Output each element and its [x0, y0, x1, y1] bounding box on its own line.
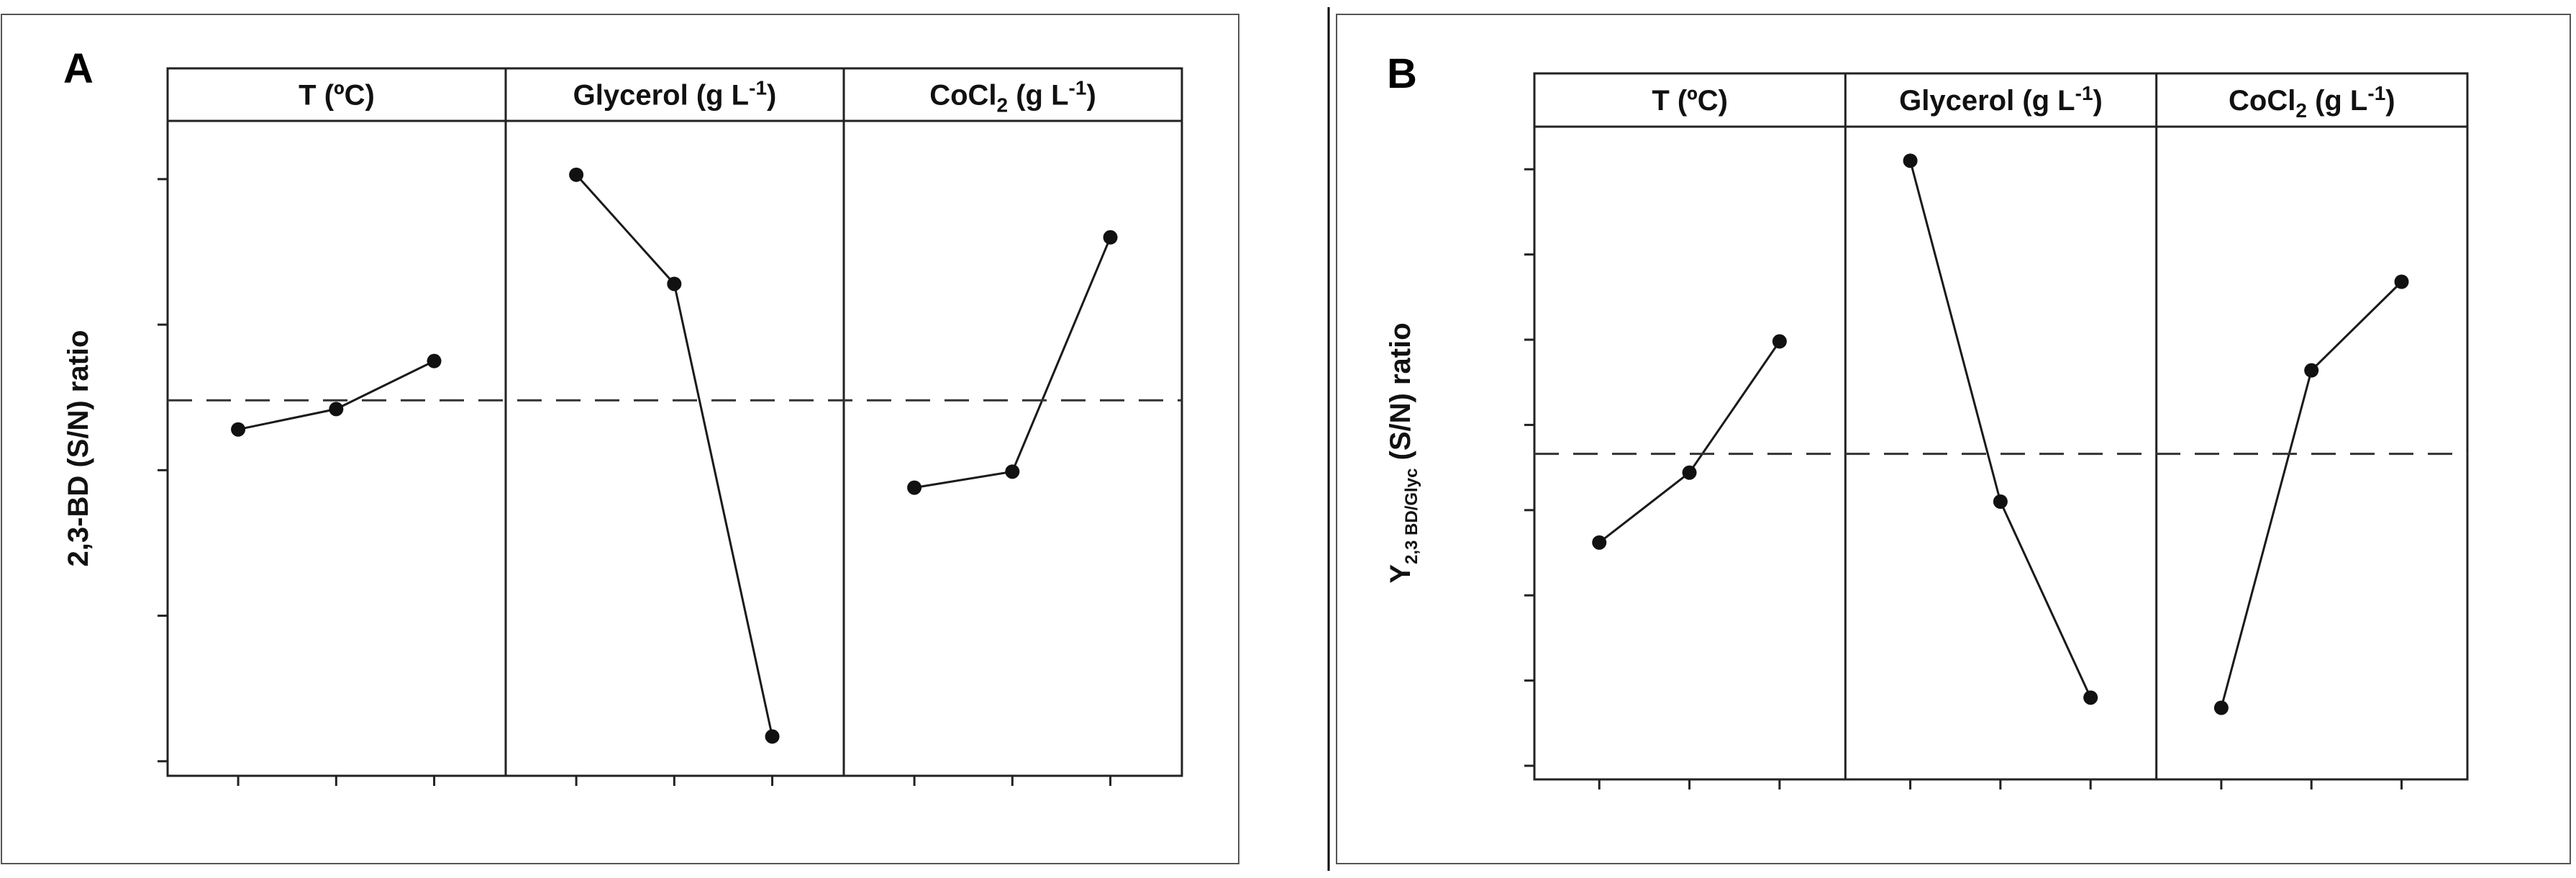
data-point: [1903, 153, 1918, 168]
facet-label: CoCl2 (g L-1): [929, 77, 1096, 117]
y-axis-label: Y2,3 BD/Glyc (S/N) ratio: [1385, 322, 1421, 583]
facet-label-superscript: -1: [2075, 82, 2093, 104]
y-axis-label-main: Y: [1385, 564, 1416, 584]
y-axis-label-rest: (S/N) ratio: [1385, 322, 1416, 468]
data-point: [1993, 494, 2008, 509]
panel-b-frame: [1336, 14, 2571, 864]
facet-label: Glycerol (g L-1): [1899, 82, 2103, 117]
panel-b-label: B: [1387, 50, 1417, 97]
facet-label-close: ): [1086, 80, 1096, 112]
series-line: [575, 173, 774, 737]
facet-label-subscript: 2: [2295, 99, 2307, 122]
data-point: [1103, 230, 1118, 245]
facet-2: Glycerol (g L-1): [504, 68, 844, 786]
facet-label-close: ): [767, 80, 776, 112]
y-axis-label: 2,3-BD (S/N) ratio: [63, 330, 94, 567]
data-point: [1005, 464, 1020, 479]
facet-label-main: T (ºC): [299, 80, 375, 112]
data-point: [907, 480, 922, 495]
data-point: [765, 729, 780, 744]
facet-label: T (ºC): [299, 80, 375, 112]
facet-label-subscript: 2: [997, 94, 1009, 117]
facet-label: T (ºC): [1652, 85, 1728, 117]
series-line: [1909, 160, 2092, 698]
series-line: [2220, 281, 2403, 708]
panel-a-frame: [1, 14, 1239, 864]
y-axis-label-main: 2,3-BD (S/N) ratio: [63, 330, 94, 567]
series-line: [237, 360, 435, 431]
facet-3: CoCl2 (g L-1): [2155, 73, 2467, 789]
chart-a: T (ºC) Glycerol (g L-1) CoCl2 (g L-1)2,3-B…: [63, 67, 1183, 786]
facet-label-main: CoCl: [929, 80, 996, 112]
facet-1: T (ºC): [168, 80, 506, 786]
data-point: [2394, 274, 2409, 289]
facet-label-superscript: -1: [2367, 82, 2385, 104]
facet-label-close: ): [2385, 85, 2395, 117]
facet-3: CoCl2 (g L-1): [842, 68, 1182, 786]
facet-label-superscript: -1: [749, 77, 767, 99]
facet-label: CoCl2 (g L-1): [2229, 82, 2395, 122]
data-point: [329, 402, 344, 417]
facet-label-mid: (g L: [1008, 80, 1068, 112]
data-point: [569, 167, 584, 182]
facet-label-superscript: -1: [1069, 77, 1087, 99]
y-axis-label-subscript: 2,3 BD/Glyc: [1402, 469, 1421, 564]
data-point: [2213, 700, 2229, 715]
facet-2: Glycerol (g L-1): [1844, 73, 2157, 789]
facet-label: Glycerol (g L-1): [573, 77, 777, 112]
plot-border: [166, 67, 1183, 777]
plot-border: [1533, 72, 2469, 781]
data-point: [667, 276, 682, 291]
facet-label-main: Glycerol (g L: [1899, 85, 2075, 117]
data-point: [1682, 465, 1697, 480]
panel-a-label: A: [63, 45, 94, 92]
data-point: [2083, 690, 2098, 705]
data-point: [427, 353, 442, 368]
data-point: [231, 422, 246, 437]
facet-label-mid: (g L: [2307, 85, 2367, 117]
series-line: [914, 237, 1111, 489]
data-point: [1772, 334, 1787, 349]
facet-label-close: ): [2093, 85, 2103, 117]
data-point: [1592, 535, 1607, 550]
facet-label-main: CoCl: [2229, 85, 2295, 117]
data-point: [2304, 363, 2319, 378]
facet-1: T (ºC): [1534, 85, 1846, 789]
chart-b: T (ºC) Glycerol (g L-1) CoCl2 (g L-1)Y2,3 …: [1385, 72, 2469, 789]
facet-label-main: Glycerol (g L: [573, 80, 750, 112]
facet-label-main: T (ºC): [1652, 85, 1728, 117]
series-line: [1598, 340, 1781, 544]
